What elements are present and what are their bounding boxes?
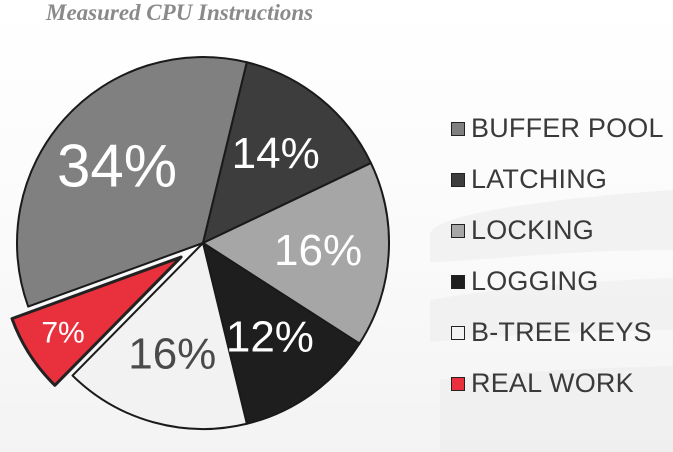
- slice-label-real-work: 7%: [41, 316, 84, 349]
- legend-swatch-real-work: [451, 376, 465, 391]
- slice-label-buffer-pool: 34%: [57, 133, 177, 200]
- legend-label-locking: LOCKING: [471, 215, 594, 245]
- legend-item-locking: LOCKING: [451, 205, 664, 256]
- chart-legend: BUFFER POOL LATCHING LOCKING LOGGING B-TREE …: [451, 103, 664, 409]
- legend-swatch-logging: [451, 274, 465, 289]
- legend-swatch-buffer-pool: [451, 121, 465, 136]
- legend-item-latching: LATCHING: [451, 154, 664, 205]
- pie-slice-latching: [202, 61, 372, 244]
- legend-swatch-locking: [451, 223, 465, 238]
- slice-label-locking: 16%: [274, 226, 362, 275]
- legend-label-real-work: REAL WORK: [471, 368, 634, 398]
- legend-swatch-latching: [451, 172, 465, 187]
- legend-label-logging: LOGGING: [471, 266, 599, 296]
- slice-label-latching: 14%: [232, 129, 320, 178]
- pie-slice-locking: [202, 162, 390, 345]
- legend-swatch-b-tree-keys: [451, 325, 465, 340]
- slice-label-logging: 12%: [226, 312, 314, 361]
- legend-label-buffer-pool: BUFFER POOL: [471, 113, 664, 143]
- pie-slice-real-work: [10, 255, 183, 387]
- legend-label-latching: LATCHING: [471, 164, 608, 194]
- pie-slice-b-tree-keys: [71, 242, 248, 430]
- chart-title: Measured CPU Instructions: [46, 0, 314, 25]
- background-decoration: [430, 190, 673, 452]
- legend-item-b-tree-keys: B-TREE KEYS: [451, 307, 664, 358]
- legend-item-real-work: REAL WORK: [451, 358, 664, 409]
- legend-item-logging: LOGGING: [451, 256, 664, 307]
- legend-item-buffer-pool: BUFFER POOL: [451, 103, 664, 154]
- slice-label-b-tree-keys: 16%: [128, 330, 216, 379]
- pie-slice-logging: [202, 242, 361, 425]
- pie-slice-buffer-pool: [16, 56, 248, 308]
- legend-label-b-tree-keys: B-TREE KEYS: [471, 317, 652, 347]
